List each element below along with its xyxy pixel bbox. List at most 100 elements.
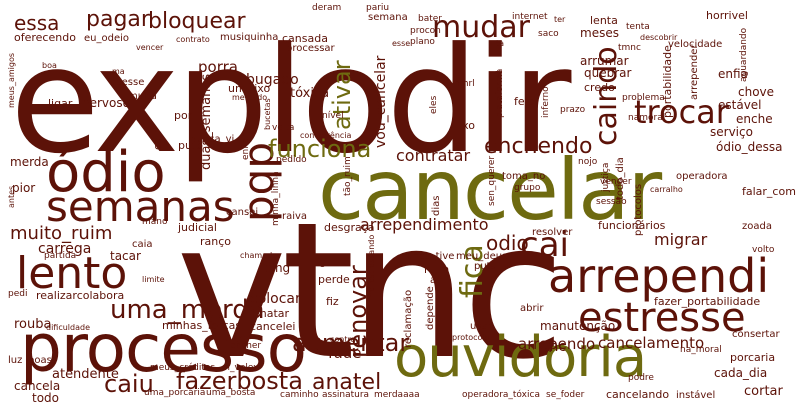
word-porra: porra (198, 58, 238, 76)
word-saco: saco (538, 29, 559, 39)
word-quebrar: quebrar (584, 66, 632, 80)
word-credo: credo (584, 81, 615, 94)
word-oferecendo: oferecendo (14, 31, 76, 44)
word-por: por (174, 109, 193, 122)
word-enche: enche (736, 112, 773, 126)
word-lenta: lenta (590, 14, 618, 27)
word-se-foder: se_foder (546, 390, 585, 400)
word-resolver: resolver (532, 227, 573, 238)
word-cada-dia: cada_dia (714, 366, 768, 380)
word-processo: processo (20, 310, 307, 387)
word-funciona: funciona (268, 135, 372, 163)
word-fazer-portabilidade: fazer_portabilidade (654, 295, 761, 308)
word-enfia: enfia (718, 67, 748, 81)
word-problema: problema (622, 93, 665, 103)
word-cortar: cortar (744, 384, 783, 399)
word-processar: processar (286, 43, 335, 54)
word-todo: todo (32, 391, 60, 405)
word-vtnc: vtnc (176, 182, 565, 401)
word-boa: boa (42, 61, 57, 70)
word-uma-bosta: uma_bosta (206, 388, 256, 398)
word-cancelar: cancelar (318, 141, 662, 239)
word-zoada: zoada (742, 221, 772, 232)
word-semanas: semanas (46, 182, 235, 231)
word-judicial: judicial (178, 221, 217, 234)
word-merdaaaa: merdaaaa (374, 390, 420, 400)
word-pedido: pedido (276, 155, 307, 165)
word-ter: ter (554, 15, 566, 24)
word-vender: vender (600, 177, 632, 187)
word-odio-dessa: ódio_dessa (716, 140, 783, 154)
word-operadora-toxica: operadora_tóxica (462, 390, 540, 400)
word-desgraca: desgraça (324, 221, 375, 234)
word-volto: volto (752, 245, 775, 255)
word-ruim: ruim (424, 263, 450, 276)
word-ta: ta (496, 39, 505, 48)
word-caminho: caminho (280, 390, 319, 400)
word-fiz: fiz (326, 295, 339, 308)
word-esse: esse (392, 39, 411, 48)
word-funcionarios: funcionários (598, 219, 666, 232)
word-lixo: lixo (456, 119, 476, 132)
word-explodir: explodir (10, 16, 571, 186)
word-luz: luz (8, 355, 23, 366)
word-procon: procon (410, 26, 441, 36)
word-bloquear: bloquear (148, 9, 246, 34)
word-cancela: cancela (14, 379, 61, 393)
word-ouvidoria: ouvidoria (394, 325, 647, 390)
word-pedi: pedi (8, 289, 28, 299)
word-protocolo: protocolo (452, 333, 490, 342)
word-mercado: mercado (232, 93, 268, 102)
word-mano: mano (142, 217, 168, 227)
word-nmrl: nmrl (454, 79, 475, 89)
word-pagar: pagar (86, 7, 150, 32)
word-colocar: colocar (250, 291, 301, 307)
word-acesse: acesse (110, 77, 145, 88)
word-perde: perde (318, 273, 350, 286)
word-nojo: nojo (578, 157, 598, 167)
word-minha-linha: minha_linha (271, 171, 281, 226)
word-odio-plain: odio (486, 231, 529, 255)
word-meus-amigos: meus_amigos (7, 52, 16, 108)
word-arrumar: arrumar (580, 54, 629, 68)
word-eles: eles (429, 95, 439, 114)
word-instavel: instável (676, 390, 716, 401)
word-bugado: bugado (246, 72, 299, 88)
word-me-estressando: me_estressando (367, 234, 376, 300)
word-caiu: caiu (104, 370, 154, 398)
word-carrega: carrega (38, 241, 92, 257)
word-ligar: ligar (48, 97, 73, 110)
word-estresse: estresse (578, 295, 746, 341)
word-fazerbosta: fazerbosta (176, 367, 303, 395)
word-dificuldade: dificuldade (46, 323, 91, 332)
word-bater: bater (418, 14, 442, 24)
word-carralho: carralho (650, 185, 683, 194)
word-toma-no: toma_no (502, 171, 546, 182)
word-chamado: chamado (240, 251, 278, 260)
word-meses: meses (580, 26, 619, 40)
word-limite: limite (142, 275, 165, 284)
word-depende: depende (425, 286, 436, 330)
word-volta: volta (272, 123, 295, 133)
word-assinatura: assinatura (322, 390, 370, 400)
word-portabilidade: portabilidade (661, 45, 674, 118)
word-antes: antes (7, 185, 16, 208)
word-contratar: contratar (396, 146, 471, 165)
word-puto: puto (178, 139, 203, 152)
word-partida: partida (44, 251, 77, 261)
word-tenta: tenta (626, 22, 650, 32)
word-feio: feio (514, 95, 535, 108)
word-rouba: rouba (14, 317, 52, 332)
word-ping: ping (264, 261, 291, 275)
word-um-lixo: um_lixo (228, 82, 271, 95)
word-boas: boas (28, 355, 52, 366)
word-plano: plano (410, 37, 435, 47)
word-protocolos: protocolos (633, 183, 644, 236)
word-meu-deus: meu_deus (456, 251, 508, 262)
word-mudar: mudar (432, 10, 530, 45)
word-pior: pior (12, 181, 36, 195)
word-realizarcolabora: realizarcolabora (36, 289, 125, 302)
word-contrato: contrato (176, 35, 210, 44)
word-cancelei: cancelei (250, 320, 296, 333)
word-cansei: cansei (226, 207, 259, 218)
